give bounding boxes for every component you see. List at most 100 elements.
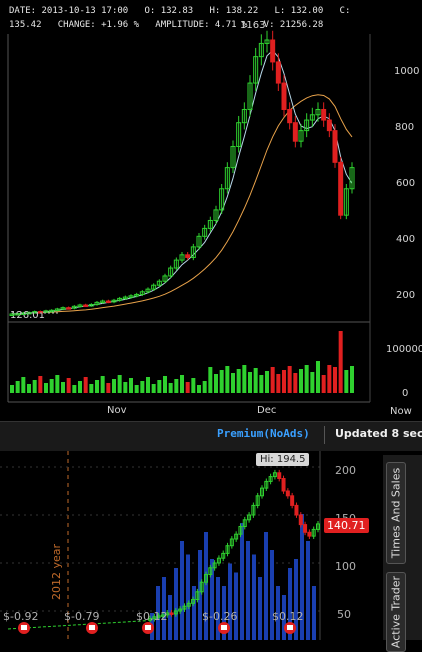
volume-bar [186, 554, 190, 640]
volume-bar [192, 586, 196, 640]
price-candle [190, 246, 196, 258]
candlestick-chart[interactable]: 126.01 1163 1000 800 600 400 200 100000 … [0, 0, 422, 450]
secondary-candle [251, 504, 256, 516]
tab-times-and-sales[interactable]: Times And Sales [386, 462, 406, 564]
volume-bar [72, 385, 77, 393]
volume-bar [78, 381, 82, 393]
dividend-label-4: $-0.26 [202, 610, 237, 623]
volume-bar [27, 384, 31, 393]
volume-bar [49, 379, 54, 393]
secondary-candlestick-chart[interactable]: 200 150 100 50 $-0.92 $-0.79 $0.12 $-0.2… [0, 451, 422, 640]
price-candle [343, 188, 349, 216]
volume-bar [299, 369, 303, 393]
volume-bar [333, 367, 337, 393]
price-candle [77, 304, 83, 308]
secondary-candle [316, 523, 320, 530]
volume-bar [162, 577, 166, 640]
price-candle [151, 284, 157, 290]
volume-bar [61, 382, 65, 393]
volume-bar [265, 371, 269, 393]
volume-bar [106, 383, 111, 393]
volume-bar [306, 541, 310, 640]
volume-bar [197, 385, 201, 393]
status-divider [324, 426, 325, 444]
secondary-candle [165, 612, 170, 616]
price-candle [139, 291, 145, 295]
volume-bar [252, 554, 256, 640]
premium-link[interactable]: Premium(NoAds) [217, 427, 310, 440]
volume-bar [44, 383, 48, 393]
secondary-chart-panel[interactable]: 200 150 100 50 $-0.92 $-0.79 $0.12 $-0.2… [0, 451, 422, 640]
high-marker: 1163 [240, 20, 265, 31]
secondary-candle [247, 514, 252, 521]
secondary-candle [173, 610, 178, 615]
tab-active-trader[interactable]: Active Trader [386, 572, 406, 652]
volume-bar [316, 361, 320, 393]
price-candle [253, 56, 259, 84]
secondary-candle [307, 531, 312, 537]
secondary-candle [255, 495, 260, 506]
price-candle [71, 305, 77, 309]
volume-bar [282, 595, 286, 640]
volume-bar [321, 375, 326, 393]
volume-bar [293, 373, 298, 393]
volume-bar [276, 374, 281, 393]
low-marker: 126.01 [10, 310, 45, 321]
secondary-candle [156, 615, 161, 618]
price-candle [185, 254, 191, 258]
slow-moving-average-line [11, 94, 353, 315]
volume-bar [89, 384, 94, 393]
volume-bar [225, 366, 230, 393]
volume-bar [240, 523, 244, 640]
price-candle [43, 310, 49, 313]
secondary-candle [195, 591, 200, 600]
price-candle [168, 267, 174, 277]
volume-bar [276, 586, 280, 640]
price-candle [105, 300, 111, 304]
current-price-tag: 140.71 [324, 518, 369, 533]
volume-bar [246, 541, 250, 640]
volume-bar [234, 572, 238, 640]
secondary-candle [212, 562, 217, 569]
secondary-candle [216, 557, 221, 564]
volume-bar [288, 568, 292, 640]
y-tick-800: 800 [395, 122, 414, 133]
volume-bar [259, 375, 264, 393]
price-candle [298, 130, 304, 142]
main-chart-panel[interactable]: DATE: 2013-10-13 17:00 O: 132.83 H: 138.… [0, 0, 422, 450]
price-candle [264, 39, 270, 44]
y-tick-400: 400 [396, 234, 415, 245]
volume-bar [304, 365, 309, 393]
price-candle [270, 39, 276, 63]
volume-bar [204, 532, 208, 640]
volume-bar [151, 384, 156, 393]
price-candle [66, 307, 72, 310]
volume-bar [202, 381, 207, 393]
volume-bar [168, 383, 173, 393]
price-candle [287, 108, 293, 124]
secondary-candle [169, 612, 174, 615]
price-candle [49, 309, 55, 313]
y-tick-1000: 1000 [394, 66, 419, 77]
volume-bar [123, 382, 128, 393]
volume-bar [32, 380, 37, 393]
secondary-candle [191, 598, 196, 604]
secondary-candle [221, 552, 226, 559]
volume-bar [253, 368, 258, 393]
price-candle [83, 304, 89, 308]
price-candle [275, 61, 281, 84]
price-candle [111, 299, 117, 303]
secondary-candle [229, 538, 234, 547]
price-candle [54, 308, 60, 311]
price-candle [207, 219, 213, 229]
phone-icon-handset [287, 625, 293, 630]
secondary-candle [281, 478, 286, 492]
volume-bar [185, 382, 190, 393]
secondary-candle [264, 480, 269, 489]
updated-status: Updated 8 sec [335, 427, 422, 440]
price-candle [247, 82, 253, 110]
secondary-candle [178, 608, 183, 612]
volume-bar [287, 366, 292, 393]
price-candle [315, 108, 321, 116]
volume-bar [236, 369, 241, 393]
